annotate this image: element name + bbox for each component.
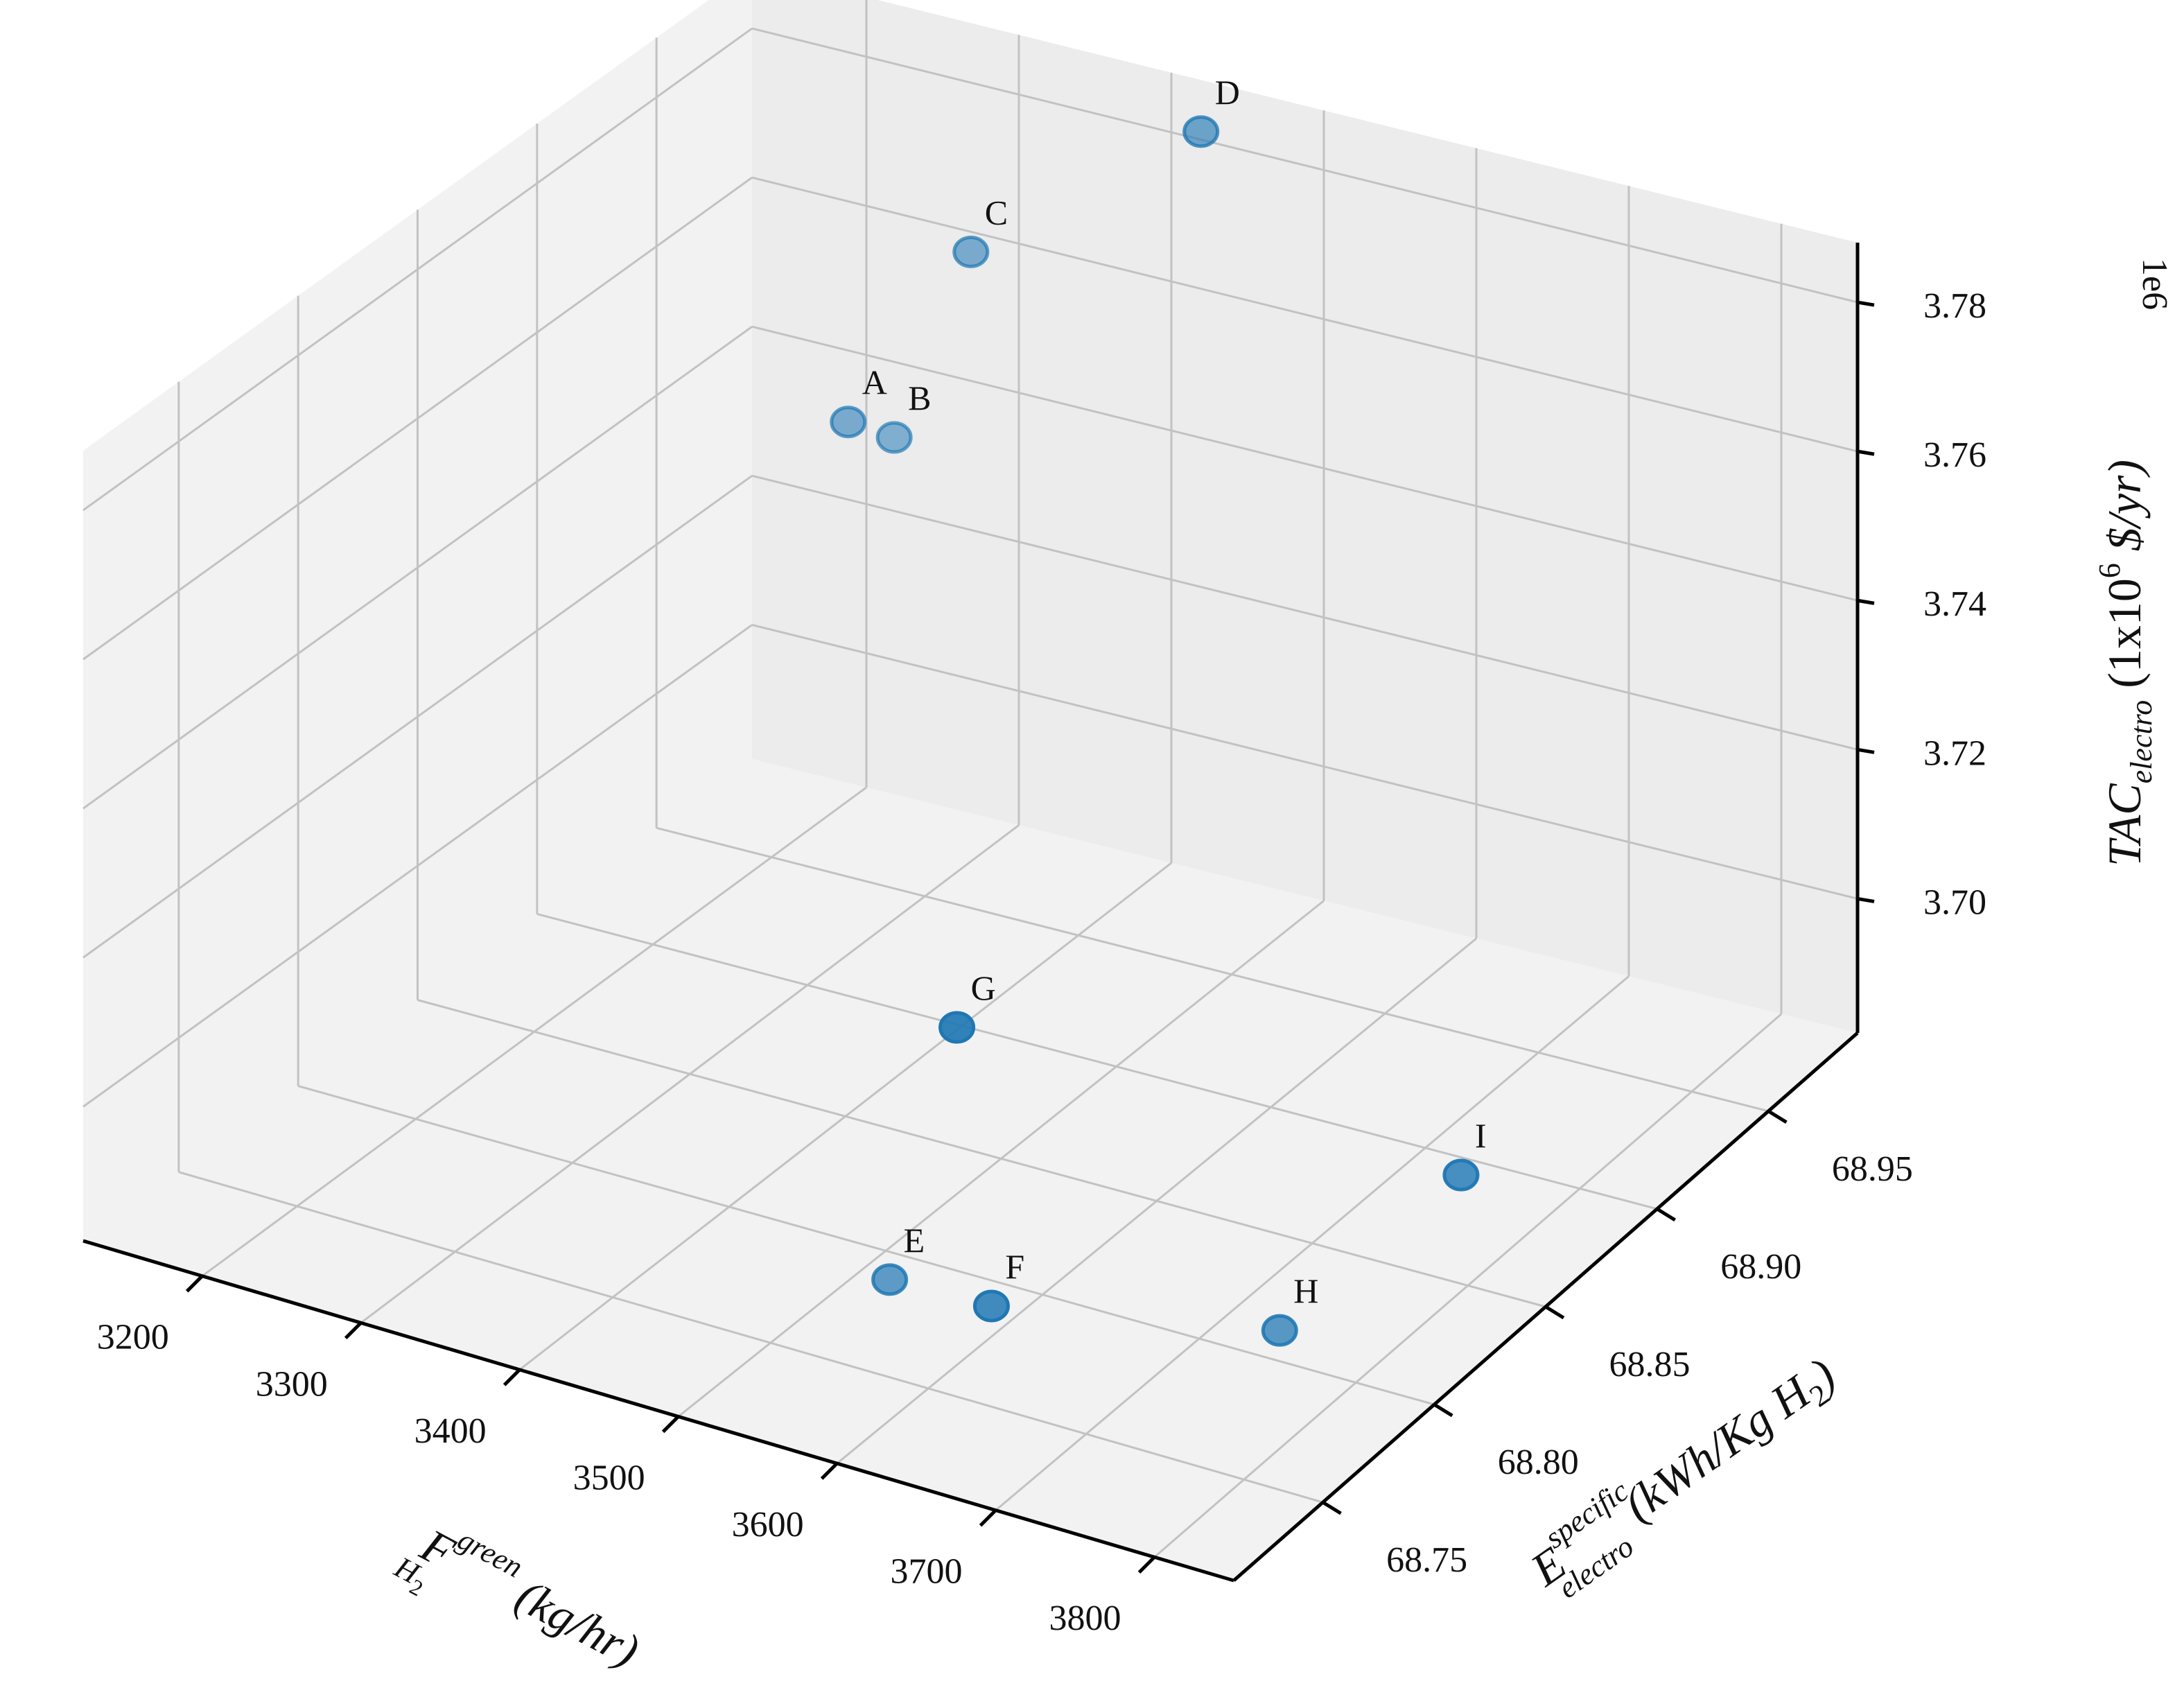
point-F: F	[972, 1247, 1024, 1323]
z-gridline-left	[82, 27, 753, 512]
scatter-marker	[875, 421, 913, 454]
z-tick-label: 3.72	[1923, 733, 1986, 773]
x-tick	[503, 1368, 521, 1386]
y-tick-label: 68.75	[1386, 1540, 1467, 1580]
z-gridline-back	[751, 27, 1858, 304]
x-tick-label: 3700	[891, 1552, 963, 1592]
point-G: G	[938, 968, 996, 1044]
scatter-marker	[871, 1263, 909, 1296]
z-tick-label: 3.74	[1923, 584, 1986, 624]
z-axis-offset-text: 1e6	[2135, 258, 2174, 310]
scatter-marker	[972, 1289, 1010, 1323]
z-tick-label: 3.78	[1923, 286, 1986, 326]
x-tick	[185, 1274, 204, 1293]
x-tick-label: 3500	[573, 1458, 645, 1497]
scatter-marker	[938, 1011, 976, 1044]
scatter-marker	[1442, 1158, 1480, 1192]
x-tick-label: 3200	[97, 1318, 169, 1357]
point-A: A	[830, 363, 887, 439]
y-tick-label: 68.80	[1498, 1443, 1579, 1482]
y-gridline-floor	[656, 826, 1769, 1113]
z-gridline-left	[82, 326, 753, 810]
z-gridline-left	[82, 624, 753, 1108]
point-D: D	[1182, 73, 1240, 148]
scatter-marker	[1182, 115, 1220, 148]
z-gridline-back	[751, 474, 1858, 751]
z-tick	[1857, 449, 1875, 456]
point-label: B	[908, 379, 931, 417]
point-H: H	[1261, 1271, 1318, 1347]
y-tick-label: 68.90	[1720, 1247, 1801, 1287]
x-tick	[979, 1508, 997, 1527]
data-points: A B C D G E F H I	[830, 73, 1487, 1347]
gridlines	[82, 0, 1858, 1558]
x-axis-line	[82, 1239, 1234, 1583]
point-label: H	[1293, 1271, 1318, 1310]
y-gridline-floor	[297, 1085, 1435, 1406]
z-gridline-left	[82, 475, 753, 959]
axes: 3200 3300 3400 3500 3600 3700 3800 68.75 68.80 68…	[82, 243, 1986, 1638]
y-gridline-floor	[536, 912, 1658, 1210]
back-pane	[752, 0, 1858, 1033]
point-label: G	[971, 968, 996, 1007]
x-tick	[344, 1321, 362, 1340]
z-gridline-back	[751, 176, 1858, 453]
point-B: B	[875, 379, 931, 454]
x-tick-label: 3300	[256, 1364, 328, 1404]
z-gridline-back	[751, 623, 1858, 900]
x-tick	[1137, 1556, 1156, 1574]
y-tick	[1767, 1109, 1788, 1124]
z-tick	[1857, 896, 1875, 903]
x-tick-label: 3400	[414, 1411, 487, 1451]
x-tick	[661, 1415, 680, 1434]
scatter-marker	[952, 235, 990, 268]
y-gridline-floor	[417, 999, 1546, 1308]
x-tick-label: 3600	[732, 1505, 804, 1545]
point-label: F	[1005, 1247, 1024, 1286]
x-axis-label: FgreenH2 (kg/hr)	[385, 1502, 653, 1688]
y-tick-label: 68.95	[1832, 1149, 1913, 1189]
x-tick	[820, 1462, 839, 1480]
z-tick	[1857, 300, 1875, 307]
scatter-marker	[830, 406, 867, 439]
point-label: C	[985, 193, 1008, 232]
z-tick-label: 3.76	[1923, 435, 1986, 475]
point-label: E	[904, 1221, 925, 1260]
y-tick-label: 68.85	[1609, 1345, 1691, 1384]
y-tick	[1544, 1305, 1565, 1320]
z-tick	[1857, 598, 1875, 605]
z-gridline-left	[82, 176, 753, 661]
point-label: D	[1215, 73, 1240, 112]
point-label: I	[1475, 1116, 1487, 1155]
y-tick	[1322, 1501, 1342, 1515]
z-tick-label: 3.70	[1923, 882, 1986, 922]
y-gridline-floor	[178, 1171, 1323, 1504]
point-E: E	[871, 1221, 925, 1296]
point-label: A	[862, 363, 887, 402]
z-tick	[1857, 747, 1875, 754]
x-tick-label: 3800	[1049, 1599, 1121, 1638]
z-gridline-back	[751, 325, 1858, 602]
y-tick	[1656, 1207, 1677, 1222]
scatter-marker	[1261, 1314, 1298, 1347]
point-I: I	[1442, 1116, 1487, 1192]
z-axis-label: TACelectro (1x106 $/yr)	[2093, 460, 2158, 867]
y-tick	[1433, 1402, 1453, 1418]
point-C: C	[952, 193, 1008, 268]
floor-pane	[83, 759, 1858, 1581]
